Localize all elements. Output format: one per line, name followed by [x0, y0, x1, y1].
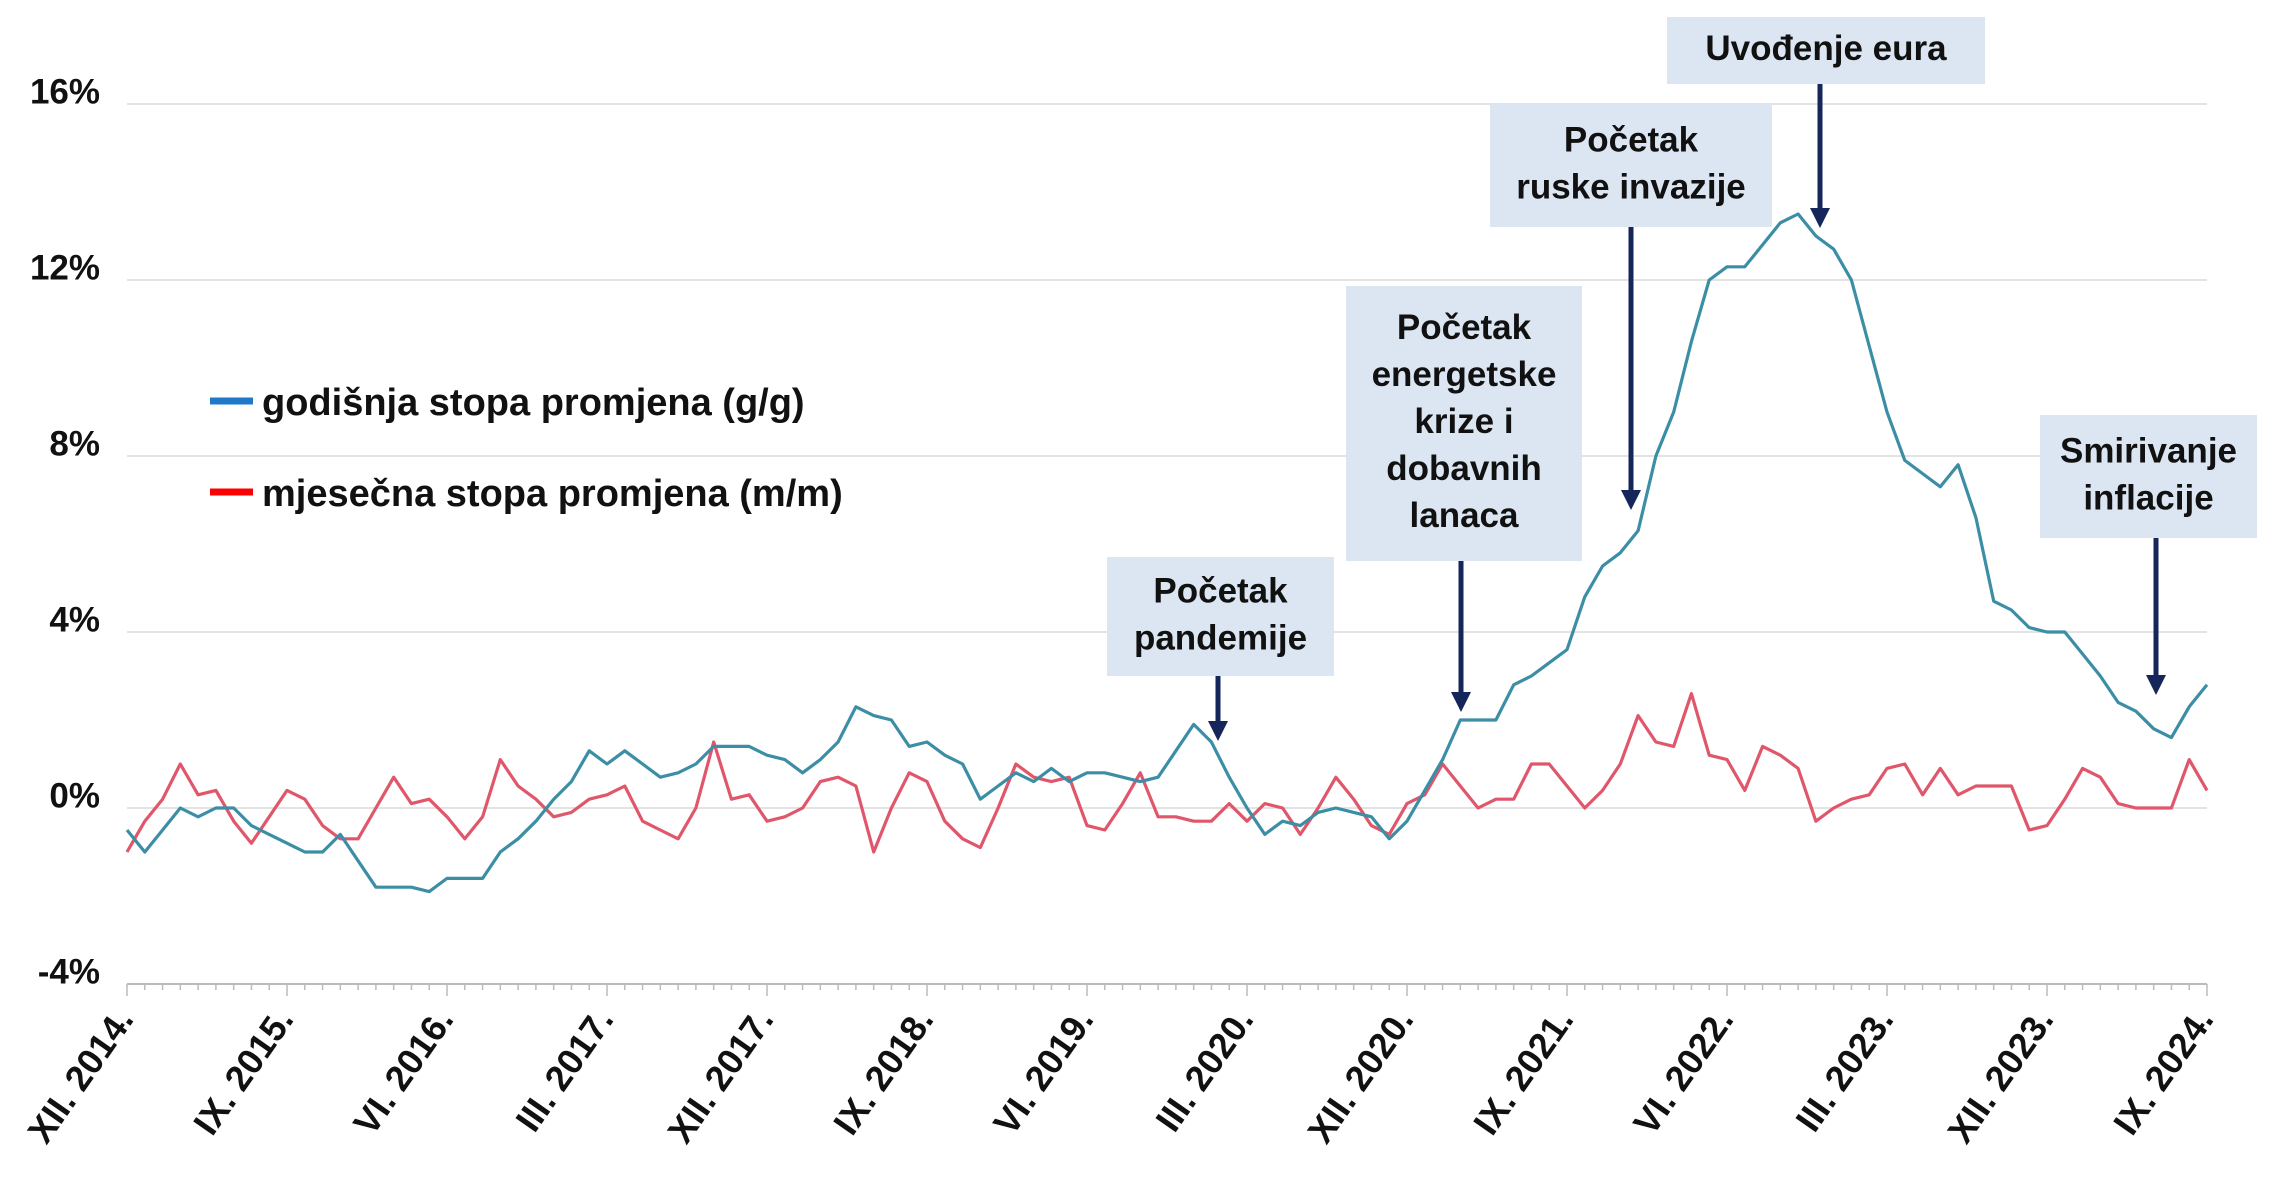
x-tick-label: XII. 2023.: [1939, 1001, 2061, 1151]
x-tick-label: VI. 2016.: [345, 1001, 461, 1143]
x-tick-label: III. 2023.: [1787, 1001, 1901, 1139]
y-tick-label: 8%: [49, 424, 100, 463]
annotation-text: Početak: [1564, 120, 1699, 159]
y-tick-label: -4%: [38, 952, 100, 991]
x-tick-label: XII. 2014.: [19, 1001, 141, 1151]
x-tick-label: XII. 2017.: [659, 1001, 781, 1151]
annotation-box: [1490, 104, 1772, 227]
x-tick-label: IX. 2021.: [1465, 1001, 1581, 1143]
annotation-text: Početak: [1153, 571, 1288, 610]
annotation-text: ruske invazije: [1516, 167, 1746, 206]
annotation-text: lanaca: [1410, 496, 1519, 535]
annotation-box: [1107, 557, 1334, 676]
annotation-box: [2040, 415, 2257, 538]
legend-label: mjesečna stopa promjena (m/m): [262, 473, 843, 515]
series-line: [125, 212, 2209, 894]
x-tick-label: VI. 2019.: [985, 1001, 1101, 1143]
y-tick-label: 12%: [30, 248, 100, 287]
x-tick-label: III. 2020.: [1147, 1001, 1261, 1139]
annotation-text: krize i: [1414, 402, 1513, 441]
y-tick-label: 4%: [49, 600, 100, 639]
annotation-text: pandemije: [1134, 618, 1307, 657]
x-tick-label: IX. 2024.: [2105, 1001, 2221, 1143]
y-tick-label: 16%: [30, 72, 100, 111]
annotation-text: Početak: [1397, 308, 1532, 347]
x-tick-label: III. 2017.: [507, 1001, 621, 1139]
annotation-text: inflacije: [2083, 478, 2213, 517]
x-tick-label: XII. 2020.: [1299, 1001, 1421, 1151]
annotation-box: [1667, 17, 1985, 84]
annotation-text: dobavnih: [1386, 449, 1542, 488]
x-tick-label: IX. 2018.: [825, 1001, 941, 1143]
annotation-text: Smirivanje: [2060, 431, 2237, 470]
series-line: [125, 692, 2209, 854]
legend-label: godišnja stopa promjena (g/g): [262, 382, 805, 424]
y-tick-label: 0%: [49, 776, 100, 815]
annotation-box: [1346, 286, 1582, 561]
x-tick-label: IX. 2015.: [185, 1001, 301, 1143]
annotation-text: Uvođenje eura: [1705, 29, 1947, 68]
annotation-text: energetske: [1372, 355, 1557, 394]
x-tick-label: VI. 2022.: [1625, 1001, 1741, 1143]
